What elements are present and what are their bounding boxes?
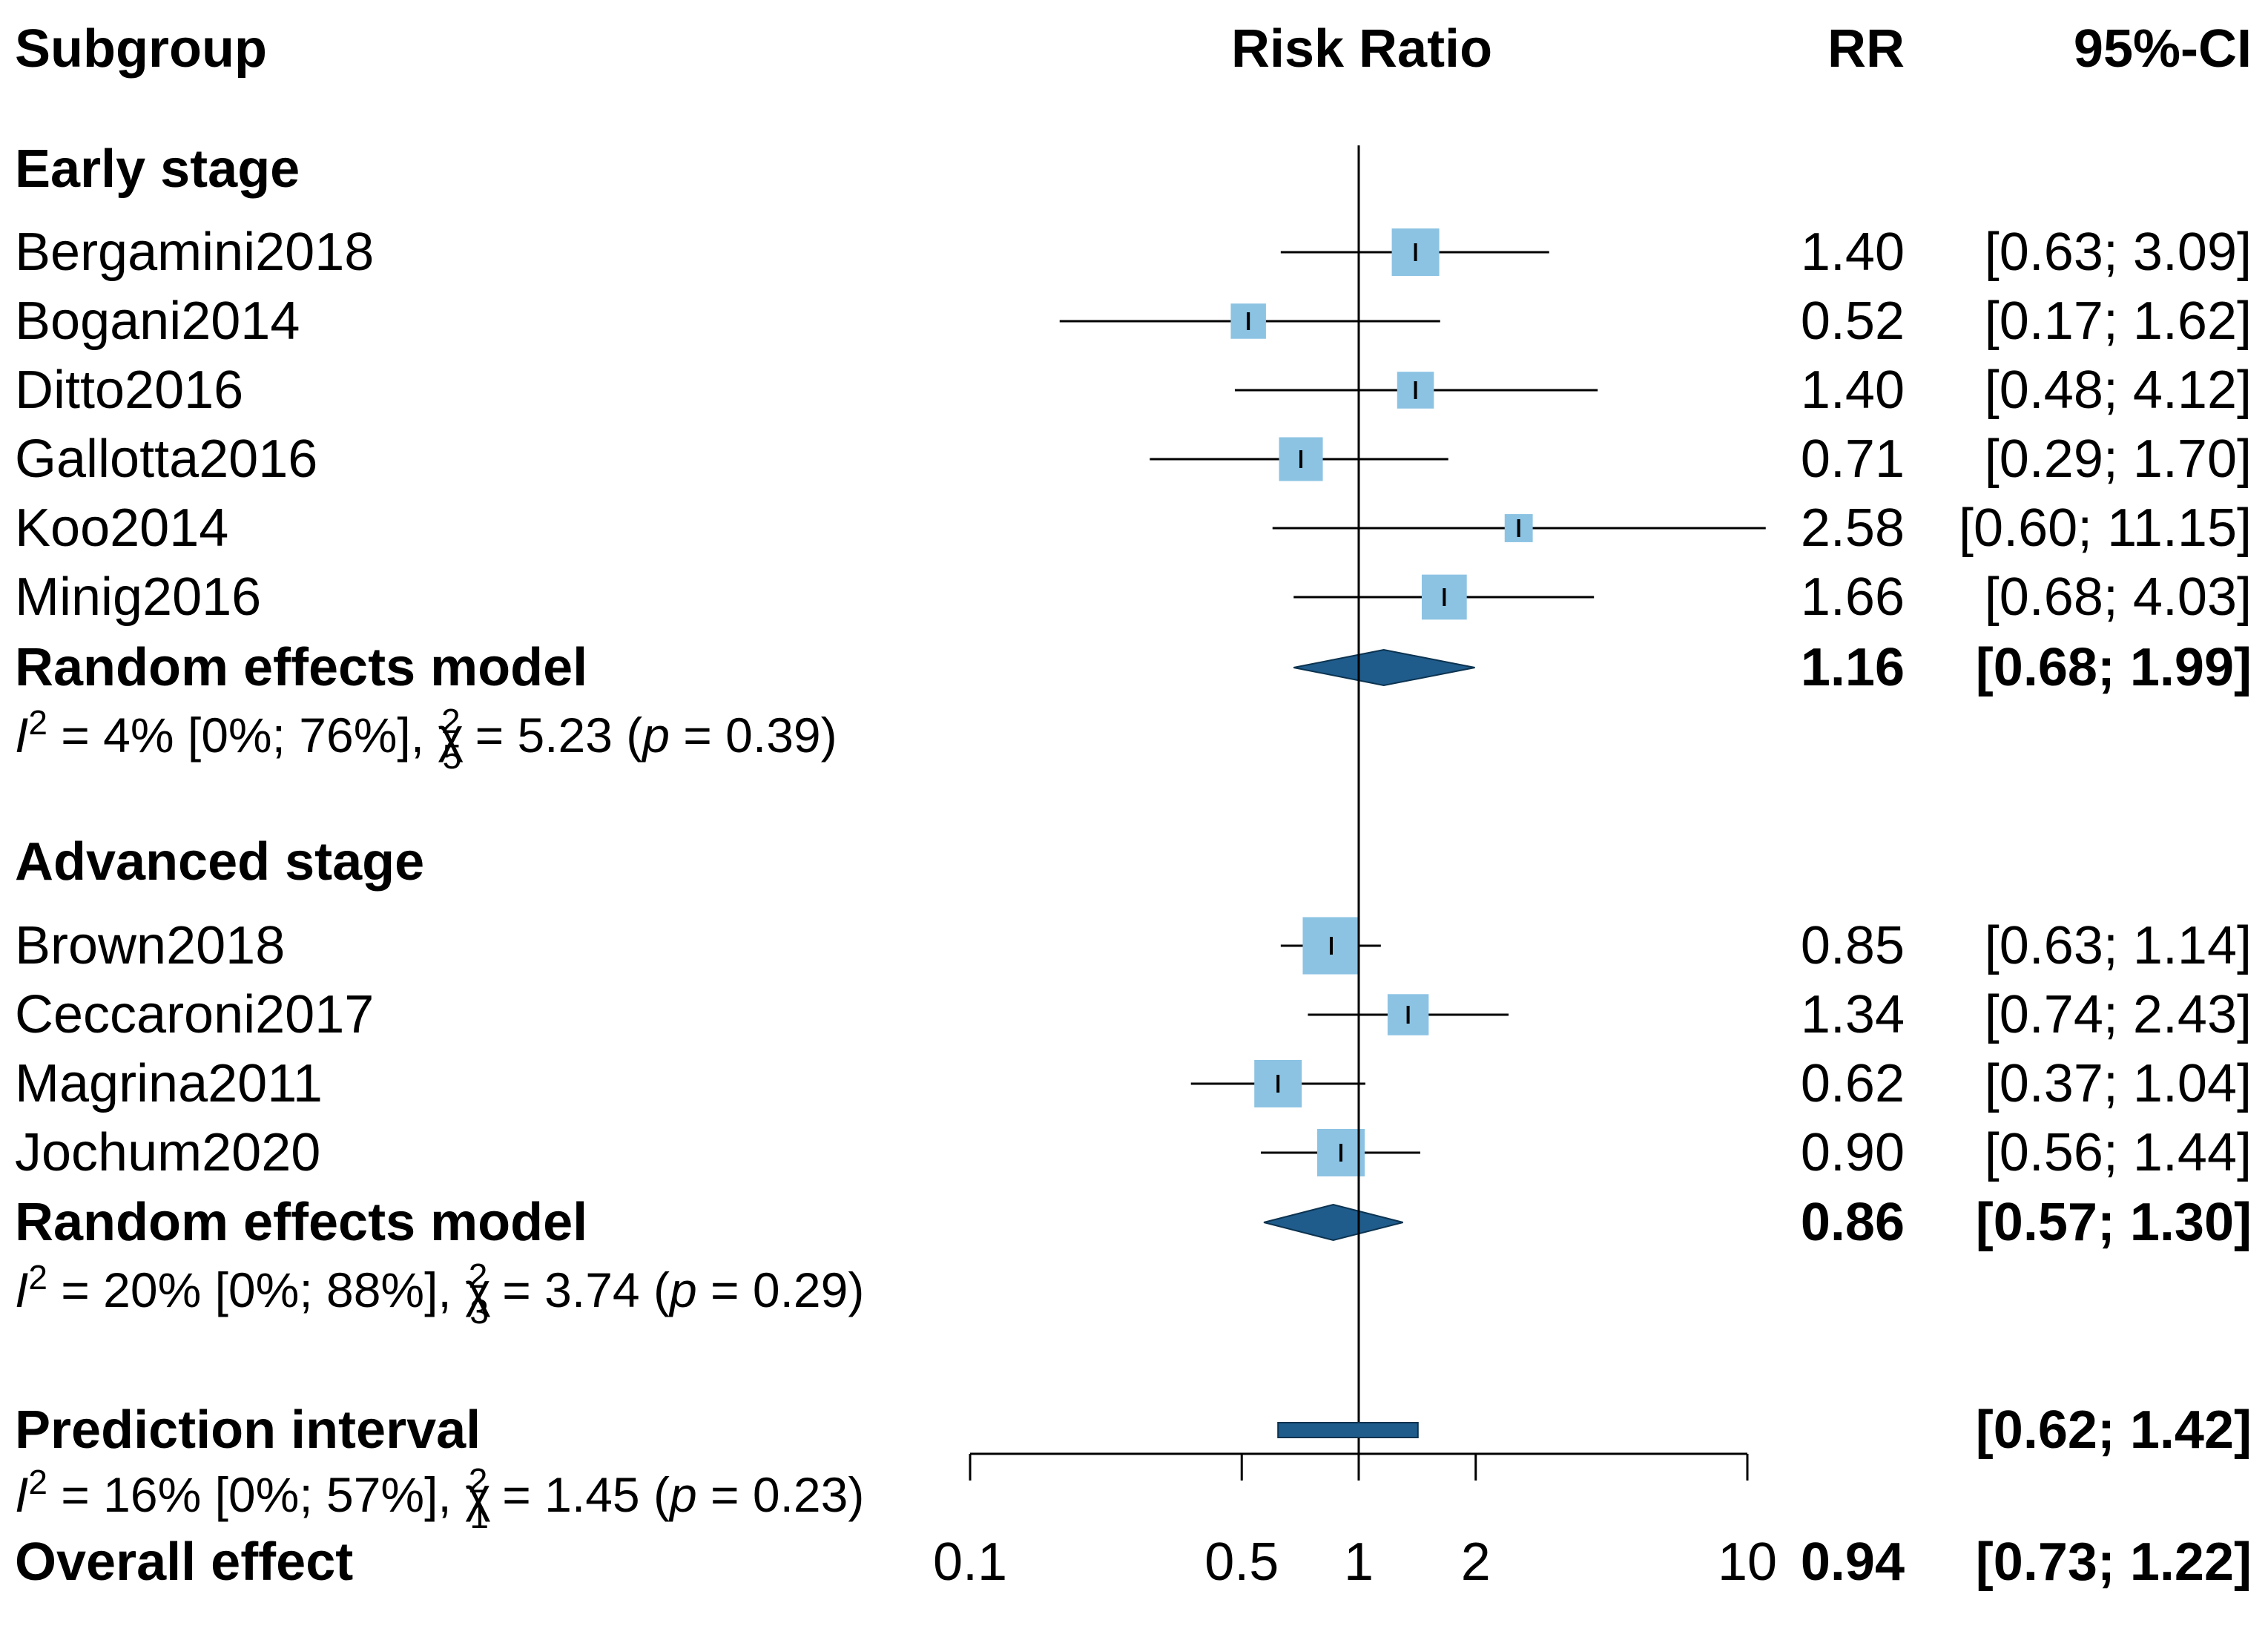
header-risk-ratio: Risk Ratio	[1231, 19, 1492, 79]
study-label: Ditto2016	[15, 360, 243, 420]
rr-value: 0.71	[1801, 429, 1905, 489]
x-axis-tick-label: 10	[1718, 1532, 1777, 1592]
overall-heterogeneity-stats: I2 = 16% [0%; 57%], χ2 1 = 1.45 (p = 0.23…	[15, 1461, 864, 1535]
ci-value: [0.56; 1.44]	[1985, 1123, 2252, 1182]
header-subgroup: Subgroup	[15, 19, 267, 79]
model-rr-value: 1.16	[1801, 638, 1905, 697]
random-effects-diamond	[1263, 1203, 1403, 1242]
header-ci: 95%-CI	[2074, 19, 2252, 79]
model-ci-value: [0.57; 1.30]	[1976, 1193, 2252, 1252]
study-label: Bergamini2018	[15, 223, 374, 282]
prediction-interval-bar	[1277, 1422, 1419, 1438]
model-rr-value: 0.86	[1801, 1193, 1905, 1252]
random-effects-diamond	[1293, 648, 1475, 687]
rr-value: 1.66	[1801, 567, 1905, 627]
ci-value: [0.63; 1.14]	[1985, 916, 2252, 975]
ci-value: [0.63; 3.09]	[1985, 223, 2252, 282]
ci-value: [0.60; 11.15]	[1959, 498, 2252, 558]
header-rr: RR	[1827, 19, 1905, 79]
study-label: Brown2018	[15, 916, 285, 975]
rr-value: 0.62	[1801, 1054, 1905, 1113]
x-axis-tick-label: 0.5	[1204, 1532, 1279, 1592]
study-label: Magrina2011	[15, 1054, 323, 1113]
study-label: Minig2016	[15, 567, 261, 627]
rr-value: 0.52	[1801, 292, 1905, 351]
rr-value: 1.40	[1801, 360, 1905, 420]
study-label: Koo2014	[15, 498, 228, 558]
ci-value: [0.48; 4.12]	[1985, 360, 2252, 420]
study-label: Bogani2014	[15, 292, 300, 351]
heterogeneity-stats: I2 = 20% [0%; 88%], χ2 3 = 3.74 (p = 0.29…	[15, 1257, 864, 1331]
prediction-interval-label: Prediction interval	[15, 1400, 481, 1460]
study-label: Jochum2020	[15, 1123, 320, 1182]
rr-value: 0.85	[1801, 916, 1905, 975]
group-label: Early stage	[15, 139, 300, 199]
ci-value: [0.37; 1.04]	[1985, 1054, 2252, 1113]
overall-effect-label: Overall effect	[15, 1532, 353, 1592]
prediction-ci-value: [0.62; 1.42]	[1976, 1400, 2252, 1460]
ci-value: [0.68; 4.03]	[1985, 567, 2252, 627]
group-label: Advanced stage	[15, 832, 424, 892]
heterogeneity-stats: I2 = 4% [0%; 76%], χ2 5 = 5.23 (p = 0.39)	[15, 702, 837, 776]
random-effects-label: Random effects model	[15, 638, 587, 697]
rr-value: 1.40	[1801, 223, 1905, 282]
model-ci-value: [0.68; 1.99]	[1976, 638, 2252, 697]
x-axis-tick-label: 1	[1344, 1532, 1374, 1592]
ci-value: [0.29; 1.70]	[1985, 429, 2252, 489]
overall-rr-value: 0.94	[1801, 1532, 1905, 1592]
rr-value: 2.58	[1801, 498, 1905, 558]
overall-ci-value: [0.73; 1.22]	[1976, 1532, 2252, 1592]
random-effects-label: Random effects model	[15, 1193, 587, 1252]
rr-value: 1.34	[1801, 985, 1905, 1044]
x-axis-tick-label: 0.1	[933, 1532, 1007, 1592]
rr-value: 0.90	[1801, 1123, 1905, 1182]
x-axis-tick-label: 2	[1461, 1532, 1491, 1592]
ci-value: [0.74; 2.43]	[1985, 985, 2252, 1044]
study-label: Ceccaroni2017	[15, 985, 374, 1044]
ci-value: [0.17; 1.62]	[1985, 292, 2252, 351]
study-label: Gallotta2016	[15, 429, 317, 489]
